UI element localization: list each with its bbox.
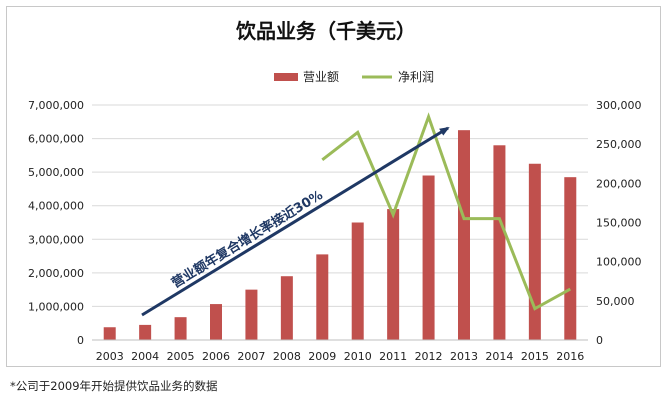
x-tick-label: 2009 xyxy=(308,350,336,363)
legend-line-label: 净利润 xyxy=(398,70,434,84)
bar-2003 xyxy=(103,327,116,340)
x-tick-label: 2014 xyxy=(485,350,513,363)
y-right-tick-label: 50,000 xyxy=(596,295,635,308)
legend: 营业额 净利润 xyxy=(274,70,434,84)
bar-2011 xyxy=(387,209,400,340)
bar-2009 xyxy=(316,254,329,340)
y-left-tick-label: 4,000,000 xyxy=(28,200,84,213)
y-left-tick-label: 2,000,000 xyxy=(28,267,84,280)
bar-2016 xyxy=(564,177,577,340)
footnote: *公司于2009年开始提供饮品业务的数据 xyxy=(10,379,218,393)
bar-2013 xyxy=(458,130,470,340)
y-right-tick-label: 100,000 xyxy=(596,256,642,269)
growth-annotation: 营业额年复合增长率接近30% xyxy=(141,126,450,317)
y-left-tick-label: 6,000,000 xyxy=(28,133,84,146)
bar-2010 xyxy=(351,222,364,340)
x-tick-label: 2006 xyxy=(202,350,230,363)
bar-2014 xyxy=(493,145,506,340)
y-left-tick-label: 0 xyxy=(77,334,84,347)
bar-2005 xyxy=(174,317,187,340)
x-tick-label: 2015 xyxy=(521,350,549,363)
y-left-tick-label: 1,000,000 xyxy=(28,300,84,313)
y-left-tick-label: 3,000,000 xyxy=(28,233,84,246)
x-tick-label: 2003 xyxy=(96,350,124,363)
y-left-tick-label: 5,000,000 xyxy=(28,166,84,179)
legend-bar-label: 营业额 xyxy=(303,70,339,84)
bar-2008 xyxy=(280,276,293,340)
x-tick-label: 2010 xyxy=(344,350,372,363)
y-right-tick-label: 0 xyxy=(596,334,603,347)
x-tick-label: 2016 xyxy=(556,350,584,363)
y-right-tick-label: 200,000 xyxy=(596,177,642,190)
bar-2006 xyxy=(210,304,222,340)
legend-bar-swatch xyxy=(274,73,298,81)
y-left-tick-label: 7,000,000 xyxy=(28,99,84,112)
net-profit-line xyxy=(321,112,572,311)
bar-2015 xyxy=(528,163,541,340)
x-tick-label: 2013 xyxy=(450,350,478,363)
x-tick-label: 2012 xyxy=(415,350,443,363)
bar-2007 xyxy=(245,289,258,340)
chart-title: 饮品业务（千美元） xyxy=(235,19,416,43)
growth-arrow xyxy=(141,126,450,317)
x-tick-label: 2004 xyxy=(131,350,159,363)
x-tick-label: 2008 xyxy=(273,350,301,363)
bar-2012 xyxy=(422,175,435,340)
y-right-tick-label: 300,000 xyxy=(596,99,642,112)
y-right-tick-label: 150,000 xyxy=(596,217,642,230)
bar-2004 xyxy=(139,324,152,340)
x-tick-label: 2011 xyxy=(379,350,407,363)
x-tick-label: 2007 xyxy=(237,350,265,363)
x-tick-label: 2005 xyxy=(167,350,195,363)
y-right-tick-label: 250,000 xyxy=(596,138,642,151)
